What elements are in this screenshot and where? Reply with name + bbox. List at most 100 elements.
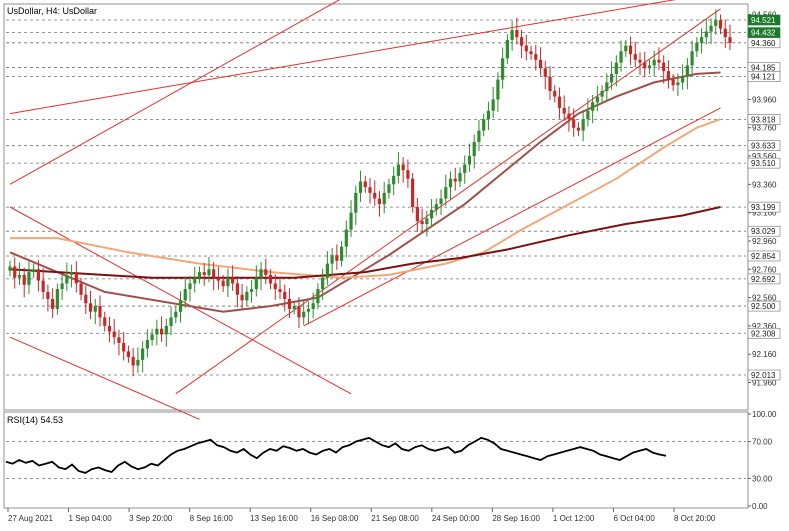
candle-body: [463, 164, 467, 174]
candle-body: [439, 198, 443, 205]
time-tick-label: 28 Sep 16:00: [492, 514, 540, 523]
candle: [401, 157, 405, 183]
time-tick-label: 21 Sep 08:00: [371, 514, 419, 523]
candle-body: [65, 274, 69, 284]
candle: [723, 19, 727, 48]
candle: [197, 266, 202, 284]
candle-body: [538, 59, 543, 69]
candle-body: [79, 283, 83, 295]
time-tick-label: 8 Sep 16:00: [190, 514, 234, 523]
candle: [207, 256, 211, 283]
rsi-line: [5, 436, 667, 474]
candle-body: [415, 207, 419, 222]
candle-body: [36, 269, 41, 281]
candle-body: [155, 328, 159, 335]
candle-body: [254, 277, 258, 290]
candle: [628, 36, 633, 65]
candle: [141, 341, 145, 373]
candle: [529, 45, 533, 60]
candle-body: [8, 266, 12, 271]
candle-body: [145, 340, 149, 349]
candle: [8, 260, 12, 277]
candle: [728, 24, 732, 51]
candle-body: [126, 351, 131, 358]
candle: [283, 284, 287, 312]
candle-body: [358, 181, 363, 193]
candle: [434, 198, 438, 216]
candle: [448, 171, 453, 200]
candle-body: [595, 96, 599, 103]
candle: [126, 345, 131, 363]
candle-body: [377, 198, 382, 205]
price-label: 92.500: [751, 302, 776, 311]
candle: [131, 347, 135, 377]
trendline: [175, 8, 721, 395]
candle-body: [718, 20, 723, 29]
price-label: 93.510: [751, 159, 776, 168]
candle-body: [164, 325, 168, 335]
candle: [226, 268, 230, 298]
candle-body: [273, 283, 277, 290]
candle-body: [69, 272, 74, 275]
candle: [439, 189, 443, 215]
price-label-box: [747, 369, 781, 381]
candle-body: [704, 31, 708, 38]
candle-body: [339, 246, 344, 261]
candle: [297, 297, 301, 329]
price-tick-label: 92.960: [752, 237, 777, 246]
candle-body: [226, 277, 230, 287]
candle: [647, 59, 652, 74]
candle: [406, 159, 410, 188]
candle: [249, 280, 254, 303]
price-label-box: [747, 250, 781, 262]
candle: [41, 268, 45, 300]
candle-body: [681, 76, 685, 83]
candle-body: [396, 164, 401, 176]
price-label-box: [747, 201, 781, 213]
price-tick-label: 93.960: [752, 95, 777, 104]
time-tick-label: 27 Aug 2021: [8, 514, 53, 523]
candle: [122, 332, 126, 361]
candle-body: [591, 102, 595, 111]
rsi-title: RSI(14) 54.53: [7, 415, 63, 425]
candle: [548, 66, 552, 100]
candle-body: [264, 269, 268, 275]
candle: [411, 173, 415, 213]
candle: [699, 28, 704, 54]
candle-body: [197, 272, 202, 278]
candle: [662, 55, 666, 84]
candle: [396, 152, 401, 184]
candle: [221, 274, 225, 292]
candle-body: [647, 65, 652, 69]
candle: [486, 101, 491, 130]
candle-body: [486, 110, 491, 120]
candle-body: [695, 42, 699, 52]
candle-body: [221, 280, 225, 287]
candle-body: [728, 37, 732, 43]
candle: [666, 60, 671, 89]
price-label: 93.029: [751, 227, 776, 236]
candle-body: [321, 277, 325, 290]
candle-body: [709, 25, 713, 32]
candle: [235, 276, 239, 308]
candle: [306, 301, 311, 325]
candle-body: [434, 204, 438, 210]
price-tick-label: 92.760: [752, 265, 777, 274]
candle-body: [576, 127, 581, 131]
rsi-tick-label: 0.00: [752, 502, 768, 511]
price-label-box: [747, 14, 781, 26]
candle: [562, 95, 566, 121]
candle: [27, 261, 31, 294]
candle-body: [245, 291, 249, 301]
candle-body: [368, 187, 372, 193]
candle-body: [150, 334, 154, 341]
candle-body: [22, 274, 26, 285]
candle-body: [690, 51, 694, 66]
moving-averages: [9, 71, 721, 313]
candle: [245, 286, 249, 307]
candle: [704, 19, 708, 45]
candle-body: [136, 359, 140, 366]
candle-body: [51, 299, 55, 309]
candle: [354, 185, 358, 226]
